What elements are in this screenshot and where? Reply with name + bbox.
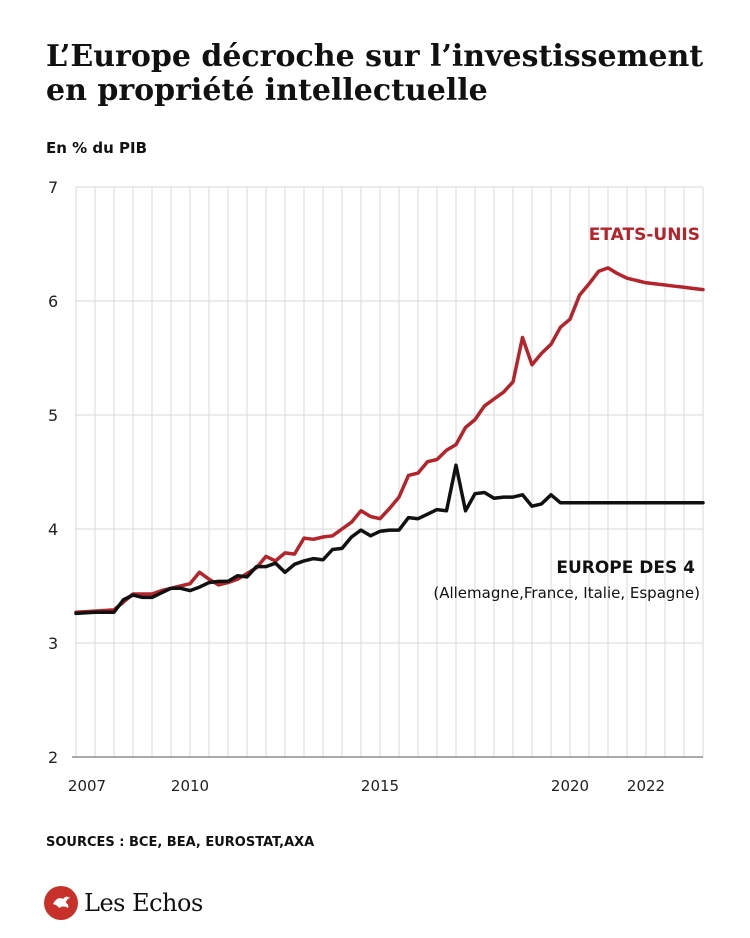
y-tick-label: 7 [48,178,58,197]
y-tick-label: 2 [48,748,58,767]
usa-series-line [74,266,705,614]
europe-series-sublabel: (Allemagne,France, Italie, Espagne) [433,584,700,602]
les-echos-eagle-logo [44,886,78,920]
y-tick-label: 4 [48,520,58,539]
brand-name: Les Echos [84,889,203,917]
brand: Les Echos [44,886,203,920]
x-tick-label: 2022 [627,777,665,795]
sources-note: SOURCES : BCE, BEA, EUROSTAT,AXA [46,835,315,850]
usa-series-label: ETATS-UNIS [589,225,700,245]
y-axis-unit-label: En % du PIB [46,139,148,157]
eagle-icon [53,896,70,908]
x-tick-label: 2015 [361,777,399,795]
x-tick-label: 2007 [68,777,106,795]
chart-title: L’Europe décroche sur l’investissement e… [46,39,704,108]
y-tick-label: 3 [48,634,58,653]
line-chart: 2 3 4 5 6 7 2007 2010 2015 2020 2022 ETATS-UNIS EURO… [48,178,705,795]
europe-series-label: EUROPE DES 4 [556,558,695,578]
x-tick-label: 2020 [551,777,589,795]
europe-series-line [74,463,705,616]
y-tick-label: 6 [48,292,58,311]
y-tick-label: 5 [48,406,58,425]
x-tick-label: 2010 [171,777,209,795]
